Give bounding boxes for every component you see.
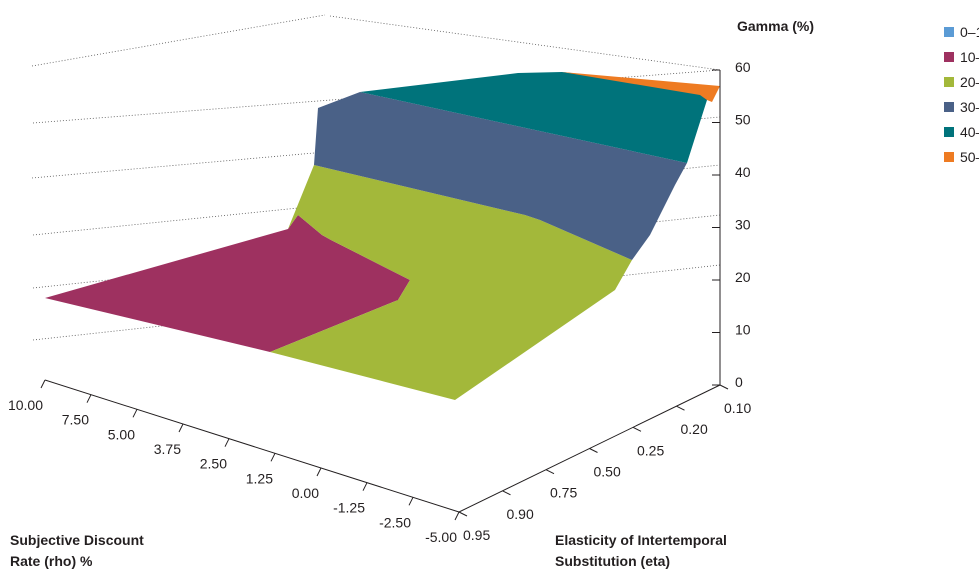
x-tick-mark — [86, 394, 92, 403]
x-tick-mark — [408, 497, 414, 506]
x-tick-label: 0.00 — [292, 485, 319, 501]
y-tick-mark — [545, 469, 555, 475]
x-axis-title-line-2: Rate (rho) % — [10, 553, 93, 569]
y-tick-label: 0.10 — [724, 400, 751, 416]
surface-band — [270, 165, 632, 400]
y-tick-label: 0.50 — [594, 464, 621, 480]
gridline — [32, 69, 721, 124]
legend-item: 10–20% — [944, 49, 979, 65]
legend-label: 40–50% — [960, 124, 979, 140]
legend-item: 0–10% — [944, 24, 979, 40]
legend-swatch — [944, 77, 954, 87]
x-tick-mark — [270, 453, 276, 462]
legend-label: 20–30% — [960, 74, 979, 90]
y-axis-title-line-2: Substitution (eta) — [555, 553, 670, 569]
x-tick-mark — [224, 438, 230, 447]
legend-label: 30–40% — [960, 99, 979, 115]
gridline — [31, 14, 326, 67]
x-tick-label: -5.00 — [425, 529, 457, 545]
y-tick-mark — [589, 448, 598, 453]
z-tick-label: 60 — [735, 59, 751, 75]
x-tick-label: 10.00 — [8, 397, 43, 413]
legend-swatch — [944, 127, 954, 137]
y-axis-ticks: 0.10 0.20 0.25 0.50 0.75 0.90 0.95 — [458, 384, 751, 543]
legend-swatch — [944, 27, 954, 37]
x-axis-ticks: 10.00 7.50 5.00 3.75 2.50 1.25 0.00 -1.25 -2.50-… — [8, 379, 460, 545]
surface-band — [314, 92, 687, 260]
x-tick-mark — [316, 467, 322, 477]
y-tick-label: 0.25 — [637, 442, 664, 458]
legend-item: 30–40% — [944, 99, 979, 115]
z-tick-label: 40 — [735, 164, 751, 180]
x-tick-label: 3.75 — [154, 441, 181, 457]
x-tick-label: 7.50 — [62, 412, 89, 428]
x-tick-label: 1.25 — [246, 470, 273, 486]
y-tick-label: 0.95 — [463, 527, 490, 543]
y-tick-mark — [676, 405, 685, 411]
surface-band — [360, 72, 712, 163]
z-tick-label: 20 — [735, 269, 751, 285]
legend-item: 20–30% — [944, 74, 979, 90]
legend-item: 40–50% — [944, 124, 979, 140]
y-tick-label: 0.90 — [507, 506, 534, 522]
x-tick-label: 5.00 — [108, 426, 135, 442]
y-tick-mark — [458, 511, 468, 517]
surface-band — [45, 215, 410, 352]
legend-label: 0–10% — [960, 24, 979, 40]
legend-label: 50–60% — [960, 149, 979, 165]
legend-label: 10–20% — [960, 49, 979, 65]
y-tick-label: 0.20 — [681, 421, 708, 437]
z-axis-ticks: 0 10 20 30 40 50 60 — [712, 59, 751, 390]
z-tick-label: 30 — [735, 217, 751, 233]
x-axis-line — [44, 379, 460, 513]
x-tick-mark — [178, 423, 184, 433]
x-tick-mark — [454, 511, 460, 521]
gridline — [329, 15, 721, 71]
y-axis-title-line-1: Elasticity of Intertemporal — [555, 532, 727, 548]
z-tick-label: 0 — [735, 374, 743, 390]
y-tick-mark — [719, 384, 729, 390]
y-tick-mark — [502, 490, 511, 496]
x-tick-label: 2.50 — [200, 456, 227, 472]
legend-swatch — [944, 152, 954, 162]
x-tick-mark — [40, 379, 46, 389]
surface — [45, 72, 720, 400]
y-tick-mark — [632, 426, 642, 432]
z-tick-label: 10 — [735, 322, 751, 338]
legend-item: 50–60% — [944, 149, 979, 165]
x-tick-label: -2.50 — [379, 514, 411, 530]
z-axis-title: Gamma (%) — [737, 18, 814, 34]
x-tick-mark — [132, 409, 138, 418]
x-tick-label: -1.25 — [333, 500, 365, 516]
legend-swatch — [944, 52, 954, 62]
legend-swatch — [944, 102, 954, 112]
x-axis-title-line-1: Subjective Discount — [10, 532, 144, 548]
x-tick-mark — [362, 482, 368, 491]
z-tick-label: 50 — [735, 112, 751, 128]
surface-band — [562, 72, 720, 102]
y-tick-label: 0.75 — [550, 485, 577, 501]
